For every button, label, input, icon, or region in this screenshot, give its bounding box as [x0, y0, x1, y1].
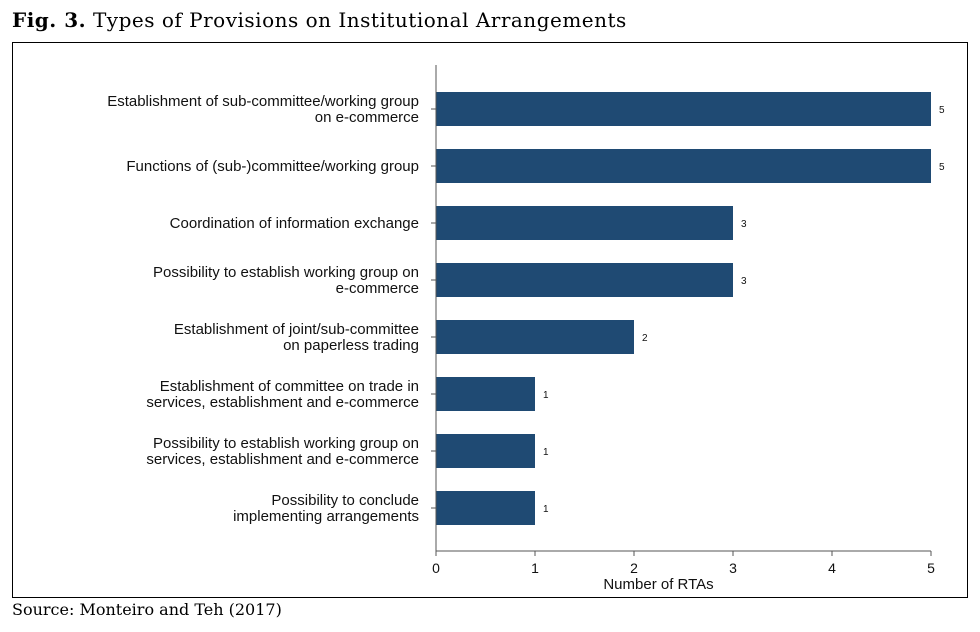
bar	[436, 92, 931, 126]
bar	[436, 263, 733, 297]
category-label: services, establishment and e-commerce	[146, 451, 419, 468]
bar	[436, 320, 634, 354]
bar-value-label: 5	[939, 105, 945, 116]
figure-title: Fig. 3. Types of Provisions on Instituti…	[12, 8, 627, 38]
category-label: e-commerce	[336, 280, 419, 297]
bar	[436, 206, 733, 240]
bar	[436, 377, 535, 411]
bar	[436, 434, 535, 468]
x-tick-label: 2	[630, 560, 638, 576]
category-label: implementing arrangements	[233, 508, 419, 525]
bar-value-label: 5	[939, 162, 945, 173]
x-tick-label: 4	[828, 560, 836, 576]
x-tick-label: 5	[927, 560, 935, 576]
bar-chart: 5 Establishment of sub-committee/working …	[107, 65, 945, 593]
bar-value-label: 1	[543, 390, 549, 401]
category-label: services, establishment and e-commerce	[146, 394, 419, 411]
category-label: Possibility to conclude	[271, 492, 419, 509]
bar	[436, 491, 535, 525]
bar-value-label: 3	[741, 219, 747, 230]
bar-value-label: 2	[642, 333, 648, 344]
chart-frame: 5 Establishment of sub-committee/working …	[12, 42, 968, 598]
category-label: on e-commerce	[315, 109, 419, 126]
category-label: Possibility to establish working group o…	[153, 264, 419, 281]
category-label: Establishment of committee on trade in	[160, 378, 419, 395]
figure-title-text: Types of Provisions on Institutional Arr…	[92, 8, 627, 32]
figure-number: Fig. 3.	[12, 8, 87, 32]
category-label: Establishment of joint/sub-committee	[174, 321, 419, 338]
category-label: Coordination of information exchange	[170, 215, 419, 232]
x-tick-label: 1	[531, 560, 539, 576]
bar-value-label: 3	[741, 276, 747, 287]
x-tick-label: 3	[729, 560, 737, 576]
bar	[436, 149, 931, 183]
x-tick-label: 0	[432, 560, 440, 576]
bar-value-label: 1	[543, 447, 549, 458]
category-label: Functions of (sub-)committee/working gro…	[126, 158, 419, 175]
category-label: Establishment of sub-committee/working g…	[107, 93, 419, 110]
category-label: Possibility to establish working group o…	[153, 435, 419, 452]
figure-source: Source: Monteiro and Teh (2017)	[12, 600, 282, 619]
category-label: on paperless trading	[283, 337, 419, 354]
bar-value-label: 1	[543, 504, 549, 515]
x-axis-title: Number of RTAs	[603, 576, 713, 593]
